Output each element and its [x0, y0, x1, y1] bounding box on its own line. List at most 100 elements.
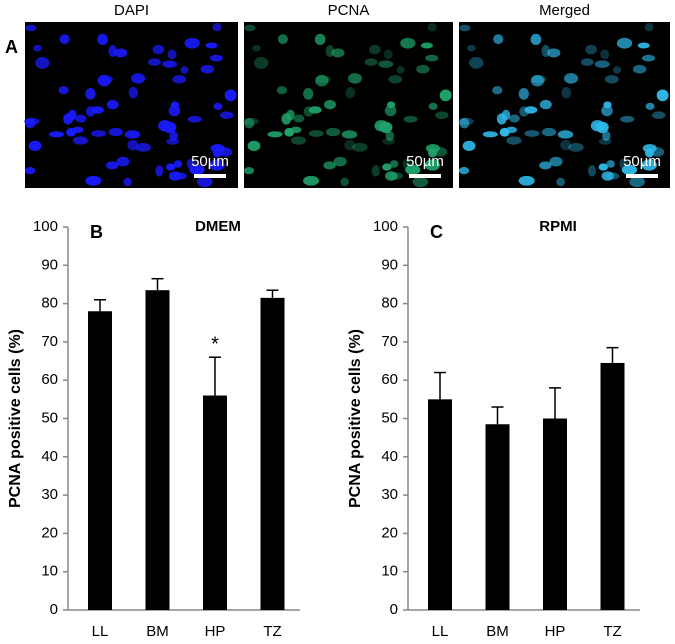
nucleus — [85, 175, 102, 186]
nucleus — [323, 161, 336, 170]
bar — [428, 399, 452, 610]
nucleus — [308, 130, 324, 137]
nucleus — [158, 120, 172, 132]
nucleus — [378, 60, 394, 68]
nucleus — [172, 74, 187, 84]
nucleus — [580, 58, 594, 66]
nucleus — [459, 118, 470, 129]
nucleus — [560, 139, 572, 151]
y-axis-label: PCNA positive cells (%) — [7, 329, 24, 508]
nucleus — [28, 140, 42, 152]
x-tick-label: BM — [486, 623, 509, 640]
x-tick-label: HP — [545, 623, 566, 640]
nucleus — [212, 23, 222, 32]
nucleus — [482, 131, 498, 138]
y-tick-label: 60 — [41, 371, 58, 388]
nucleus — [518, 175, 535, 186]
nucleus — [600, 49, 610, 60]
nucleus — [364, 58, 378, 66]
nucleus — [568, 142, 584, 152]
nucleus — [187, 115, 202, 123]
nucleus — [58, 86, 69, 95]
nucleus — [303, 106, 314, 117]
nucleus — [424, 159, 441, 171]
y-tick-label: 90 — [41, 256, 58, 273]
micrograph — [459, 22, 670, 188]
nucleus — [128, 87, 139, 99]
nucleus — [382, 163, 392, 171]
nucleus — [284, 127, 295, 137]
nucleus — [467, 44, 476, 52]
bar — [88, 311, 112, 610]
nucleus — [127, 139, 139, 151]
nucleus — [506, 136, 522, 145]
scale-bar — [626, 174, 658, 178]
nucleus — [152, 44, 165, 55]
x-tick-label: TZ — [603, 623, 621, 640]
nucleus — [644, 23, 654, 32]
y-tick-label: 10 — [381, 563, 398, 580]
nucleus — [303, 88, 314, 100]
nucleus — [167, 49, 177, 60]
nucleus — [425, 54, 439, 62]
nucleus — [396, 66, 405, 74]
nucleus — [173, 160, 183, 168]
nucleus — [324, 99, 336, 110]
nucleus — [389, 160, 399, 168]
nucleus — [435, 111, 449, 119]
nucleus — [439, 89, 452, 102]
nucleus — [427, 23, 437, 32]
nucleus — [637, 42, 650, 49]
bar — [543, 418, 567, 610]
y-tick-label: 10 — [41, 563, 58, 580]
y-tick-label: 30 — [41, 486, 58, 503]
nucleus — [587, 165, 597, 177]
nucleus — [385, 130, 395, 141]
nucleus — [651, 111, 666, 119]
nucleus — [519, 106, 529, 117]
nucleus — [416, 64, 430, 74]
y-tick-label: 100 — [33, 218, 58, 235]
nucleus — [331, 48, 345, 58]
x-tick-label: TZ — [263, 623, 281, 640]
bar — [260, 297, 285, 610]
nucleus — [197, 176, 213, 188]
nucleus — [224, 89, 237, 102]
y-tick-label: 40 — [41, 448, 58, 465]
nucleus — [656, 89, 669, 102]
nucleus — [290, 136, 306, 145]
nucleus — [612, 66, 622, 74]
nucleus — [293, 114, 305, 123]
y-tick-label: 60 — [381, 371, 398, 388]
panel-label: B — [90, 222, 103, 242]
scale-bar — [409, 174, 441, 178]
scale-bar-label: 50µm — [623, 153, 661, 170]
nucleus — [281, 113, 292, 125]
nucleus — [213, 102, 223, 110]
micrograph — [244, 22, 453, 188]
y-tick-label: 30 — [381, 486, 398, 503]
nucleus — [200, 64, 215, 74]
bar — [600, 362, 625, 610]
nucleus — [252, 44, 261, 52]
nucleus — [243, 117, 259, 125]
nucleus — [601, 104, 613, 117]
nucleus — [371, 165, 380, 177]
y-tick-label: 20 — [381, 524, 398, 541]
nucleus — [341, 130, 358, 139]
image-title: DAPI — [114, 2, 149, 19]
nucleus — [549, 156, 563, 167]
nucleus — [326, 127, 341, 137]
nucleus — [303, 175, 320, 186]
nucleus — [518, 88, 530, 100]
nucleus — [243, 167, 255, 175]
nucleus — [205, 42, 218, 49]
nucleus — [277, 34, 289, 45]
nucleus — [314, 33, 326, 46]
x-tick-label: BM — [146, 623, 169, 640]
nucleus — [247, 140, 261, 152]
y-tick-label: 40 — [381, 448, 398, 465]
nucleus — [344, 139, 356, 151]
nucleus — [340, 177, 349, 187]
nucleus — [97, 33, 108, 46]
